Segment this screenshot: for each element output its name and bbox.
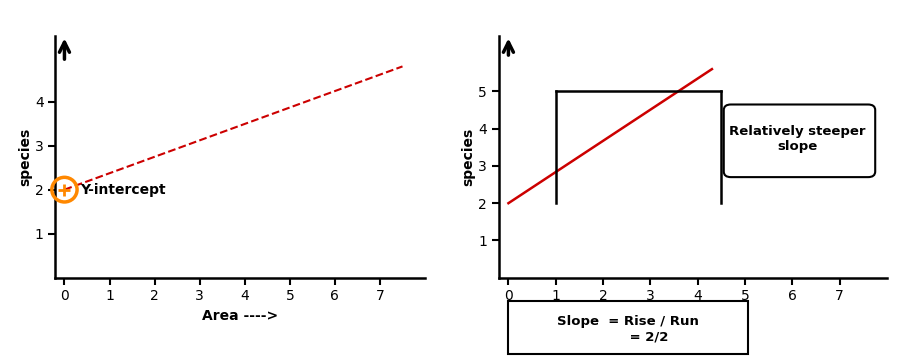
- Text: Slope  = Rise / Run
         = 2/2: Slope = Rise / Run = 2/2: [557, 315, 699, 343]
- FancyBboxPatch shape: [723, 105, 875, 177]
- X-axis label: Area ---->: Area ---->: [202, 309, 278, 323]
- Text: Relatively steeper
slope: Relatively steeper slope: [729, 125, 866, 153]
- Text: Y-intercept: Y-intercept: [80, 183, 165, 197]
- X-axis label: Area ---->: Area ---->: [655, 309, 731, 323]
- Y-axis label: species: species: [18, 127, 32, 186]
- Y-axis label: species: species: [461, 127, 476, 186]
